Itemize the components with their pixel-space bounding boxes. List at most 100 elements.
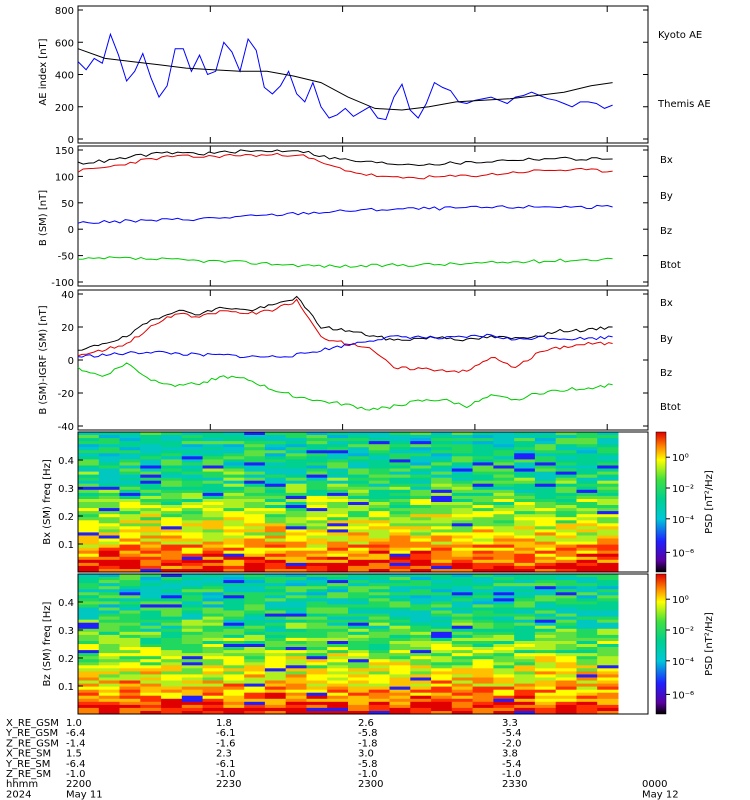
- spectrogram-cell: [327, 622, 349, 627]
- spectrogram-cell: [202, 483, 224, 488]
- spectrogram-cell: [161, 517, 183, 521]
- spectrogram-cell: [472, 495, 494, 500]
- spectrogram-cell: [451, 492, 474, 497]
- spectrogram-cell: [244, 511, 266, 515]
- spectrogram-cell: [119, 514, 141, 518]
- spectrogram-cell: [493, 483, 515, 488]
- bx-spectrogram-y-ticks: 0.40.30.20.1: [58, 456, 83, 551]
- spectrogram-cell: [410, 607, 432, 611]
- spectrogram-cell: [202, 601, 224, 605]
- legend-by-2: By: [660, 334, 673, 345]
- legend-bz-1: Bz: [660, 226, 672, 237]
- spectrogram-cell: [202, 465, 224, 469]
- spectrogram-cell: [327, 538, 349, 542]
- spectrogram-cell: [555, 450, 577, 454]
- spectrogram-cell: [597, 689, 619, 694]
- spectrogram-cell: [348, 523, 370, 527]
- spectrogram-cell: [306, 677, 328, 681]
- series-line-bx: [77, 204, 613, 224]
- spectrogram-cell: [410, 569, 432, 573]
- spectrogram-cell: [264, 547, 287, 552]
- spectrogram-cell: [264, 562, 287, 567]
- spectrogram-cell: [472, 468, 494, 472]
- spectrogram-cell: [348, 622, 370, 627]
- spectrogram-cell: [161, 435, 183, 439]
- spectrogram-cell: [140, 680, 162, 684]
- spectrogram-cell: [327, 610, 349, 614]
- spectrogram-cell: [306, 574, 328, 578]
- spectrogram-cell: [348, 477, 370, 482]
- spectrogram-cell: [410, 495, 432, 500]
- spectrogram-cell: [451, 644, 474, 648]
- spectrogram-cell: [140, 499, 162, 503]
- spectrogram-cell: [431, 637, 453, 642]
- spectrogram-cell: [431, 505, 453, 509]
- spectrogram-cell: [98, 450, 121, 454]
- spectrogram-cell: [410, 631, 432, 636]
- spectrogram-cell: [576, 631, 598, 636]
- spectrogram-cell: [223, 598, 245, 602]
- spectrogram-cell: [472, 529, 494, 533]
- spectrogram-cell: [534, 656, 557, 660]
- spectrogram-cell: [410, 541, 432, 546]
- spectrogram-cell: [472, 432, 494, 436]
- freq-tick-label: 0.4: [58, 456, 74, 467]
- spectrogram-cell: [597, 637, 619, 642]
- spectrogram-cell: [161, 604, 183, 608]
- spectrogram-cell: [410, 550, 432, 555]
- spectrogram-cell: [119, 447, 141, 451]
- spectrogram-cell: [597, 704, 619, 709]
- spectrogram-cell: [202, 622, 224, 627]
- y-tick-label: 150: [55, 146, 74, 157]
- spectrogram-cell: [410, 526, 432, 530]
- spectrogram-cell: [431, 544, 453, 549]
- spectrogram-cell: [451, 523, 474, 527]
- spectrogram-cell: [534, 480, 557, 485]
- spectrogram-cell: [285, 704, 307, 709]
- spectrogram-cell: [98, 565, 121, 570]
- spectrogram-cell: [78, 586, 100, 590]
- spectrogram-cell: [555, 462, 577, 466]
- spectrogram-cell: [306, 553, 328, 558]
- spectrogram-cell: [514, 523, 536, 527]
- spectrogram-cell: [78, 505, 100, 509]
- spectrogram-cell: [327, 459, 349, 463]
- spectrogram-cell: [348, 580, 370, 584]
- spectrogram-cell: [98, 541, 121, 546]
- spectrogram-cell: [264, 474, 287, 479]
- spectrogram-cell: [119, 483, 141, 488]
- spectrogram-cell: [306, 517, 328, 521]
- spectrogram-cell: [368, 559, 391, 564]
- spectrogram-cell: [181, 456, 204, 460]
- spectrogram-cell: [285, 701, 307, 706]
- spectrogram-cell: [576, 574, 598, 578]
- spectrogram-cell: [285, 569, 307, 573]
- spectrogram-cell: [597, 634, 619, 639]
- spectrogram-cell: [368, 628, 391, 633]
- spectrogram-cell: [223, 502, 245, 506]
- spectrogram-cell: [597, 616, 619, 621]
- spectrogram-cell: [534, 499, 557, 503]
- spectrogram-cell: [410, 634, 432, 639]
- spectrogram-cell: [597, 686, 619, 691]
- spectrogram-cell: [555, 662, 577, 666]
- spectrogram-cell: [472, 553, 494, 558]
- spectrogram-cell: [493, 547, 515, 552]
- colorbar-tick-label: 10⁻²: [672, 484, 694, 495]
- spectrogram-cell: [348, 495, 370, 500]
- spectrogram-cell: [285, 625, 307, 630]
- spectrogram-cell: [493, 492, 515, 497]
- spectrogram-cell: [534, 489, 557, 494]
- spectrogram-cell: [98, 701, 121, 706]
- spectrogram-cell: [306, 532, 328, 536]
- spectrogram-cell: [306, 668, 328, 672]
- spectrogram-cell: [223, 641, 245, 645]
- spectrogram-cell: [348, 511, 370, 515]
- spectrogram-cell: [597, 438, 619, 442]
- spectrogram-cell: [244, 438, 266, 442]
- spectrogram-cell: [202, 650, 224, 654]
- spectrogram-cell: [451, 574, 474, 578]
- spectrogram-cell: [348, 574, 370, 578]
- spectrogram-cell: [389, 613, 411, 618]
- spectrogram-cell: [534, 634, 557, 639]
